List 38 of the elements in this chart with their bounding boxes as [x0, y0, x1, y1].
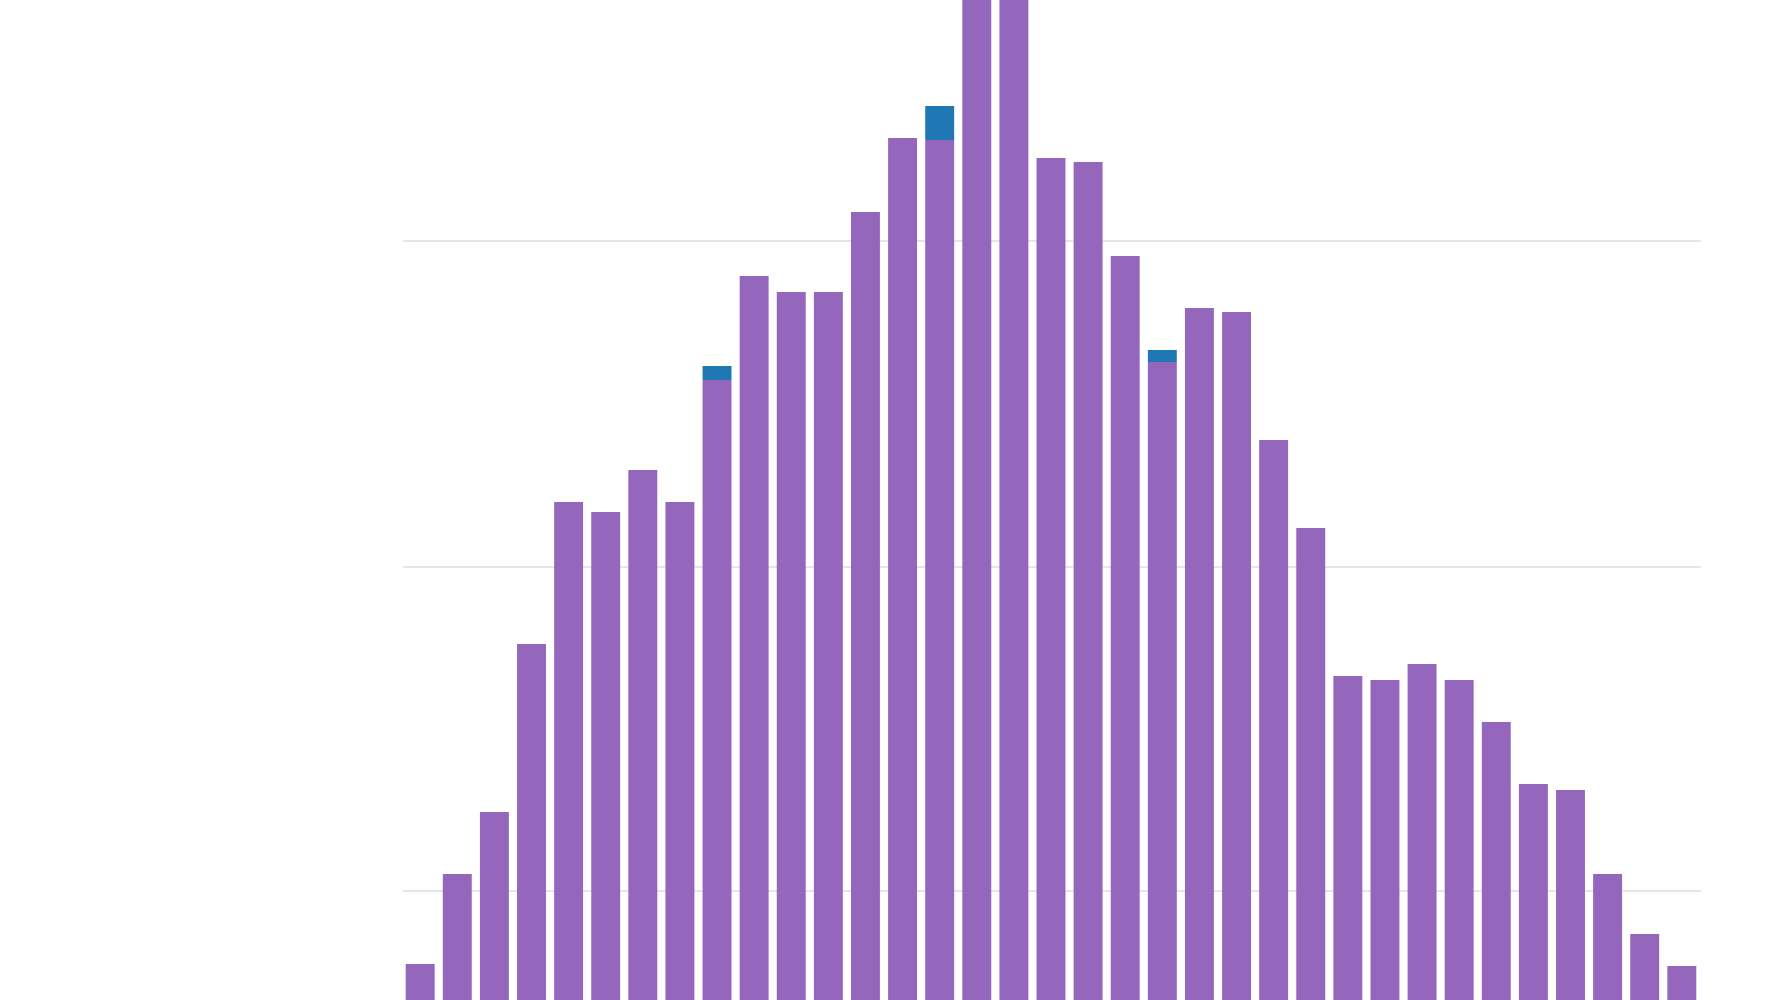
bar	[1556, 790, 1585, 1000]
bar	[479, 812, 509, 1000]
bar	[1110, 256, 1140, 1000]
bar	[1407, 664, 1437, 1000]
bar	[1444, 680, 1474, 1000]
bar	[925, 140, 955, 1000]
bar	[1073, 162, 1103, 1000]
bar	[442, 874, 472, 1000]
bar	[1481, 722, 1511, 1000]
bar	[1667, 966, 1697, 1000]
bar	[999, 0, 1029, 1000]
bar	[665, 502, 695, 1000]
bar	[1370, 680, 1400, 1000]
bar	[702, 366, 732, 380]
bar	[776, 292, 806, 1000]
bar	[888, 138, 918, 1000]
bar	[554, 502, 584, 1000]
bar	[1518, 784, 1548, 1000]
bar	[1184, 308, 1214, 1000]
bar	[591, 512, 621, 1000]
bar	[517, 644, 546, 1000]
bar	[850, 212, 880, 1000]
bar	[1296, 528, 1326, 1000]
bar	[1593, 874, 1623, 1000]
bar	[1630, 934, 1660, 1000]
bar	[1147, 350, 1177, 362]
bar	[628, 470, 658, 1000]
bar	[1222, 312, 1252, 1000]
bar	[962, 0, 992, 1000]
bar	[739, 276, 769, 1000]
bar	[702, 380, 732, 1000]
bar	[405, 964, 435, 1000]
bar	[1333, 676, 1363, 1000]
bar	[1147, 362, 1177, 1000]
bar	[813, 292, 843, 1000]
bar	[925, 106, 955, 140]
bar	[1259, 440, 1289, 1000]
bar	[1036, 158, 1066, 1000]
